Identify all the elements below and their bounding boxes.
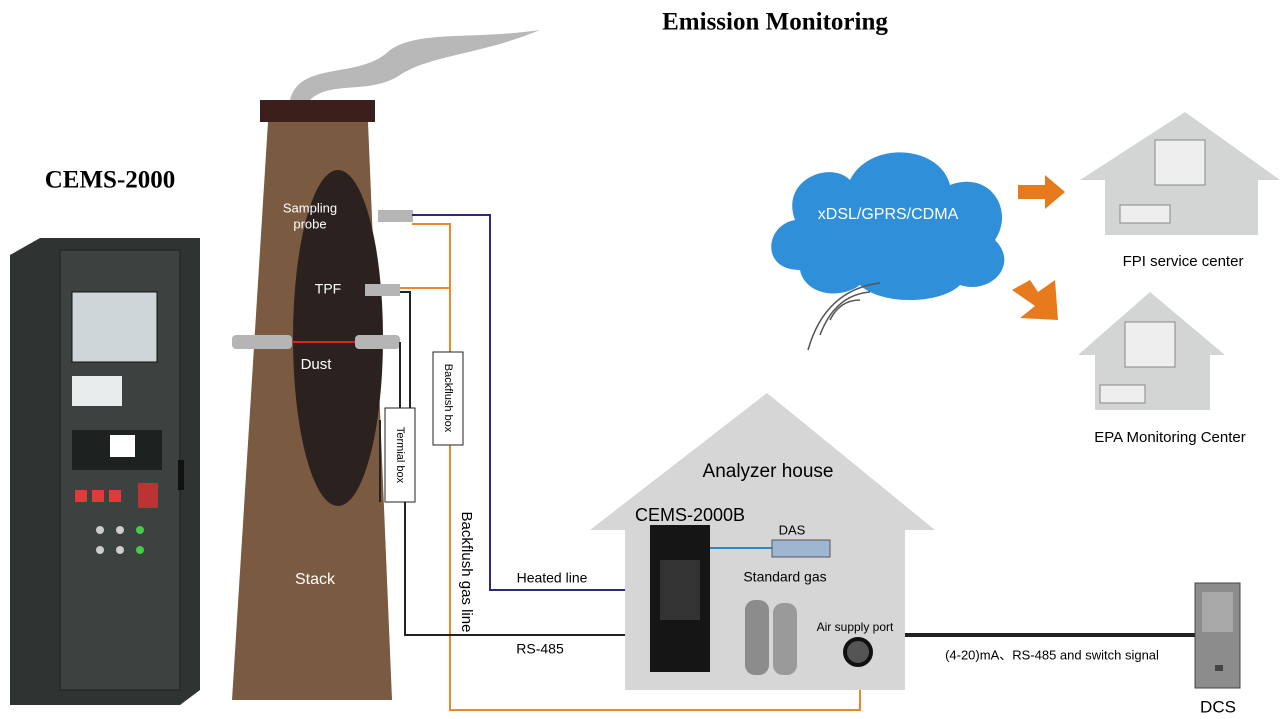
dcs-tower — [1195, 583, 1240, 688]
label: EPA Monitoring Center — [1094, 429, 1245, 446]
label: CEMS-2000B — [635, 505, 745, 525]
label: Standard gas — [743, 569, 826, 585]
das-box — [772, 540, 830, 557]
epa-house — [1078, 292, 1225, 410]
label: Sampling — [283, 200, 337, 215]
label: DCS — [1200, 697, 1236, 716]
title: Emission Monitoring — [662, 9, 888, 36]
label: Termial box — [394, 427, 406, 484]
label: Air supply port — [817, 620, 894, 634]
stack — [232, 30, 540, 700]
product-label: CEMS-2000 — [45, 167, 176, 194]
label: Stack — [295, 571, 336, 588]
label: DAS — [779, 522, 806, 537]
cloud — [771, 152, 1004, 350]
label: Heated line — [517, 570, 588, 586]
diagram: Emission Monitoring CEMS-2000 — [0, 0, 1283, 719]
label: (4-20)mA、RS-485 and switch signal — [945, 647, 1159, 662]
fpi-house — [1080, 112, 1280, 235]
air-supply-port — [845, 639, 871, 665]
label: probe — [293, 216, 326, 231]
cabinet — [10, 238, 200, 705]
label: xDSL/GPRS/CDMA — [818, 206, 959, 223]
arrow — [1012, 280, 1058, 320]
label: RS-485 — [516, 641, 564, 657]
label: Backflush box — [442, 364, 454, 433]
label: Backflush gas line — [458, 512, 475, 633]
arrow — [1018, 175, 1065, 209]
label: TPF — [315, 281, 341, 297]
label: FPI service center — [1123, 253, 1244, 270]
label: Analyzer house — [703, 461, 834, 482]
label: Dust — [301, 356, 333, 373]
